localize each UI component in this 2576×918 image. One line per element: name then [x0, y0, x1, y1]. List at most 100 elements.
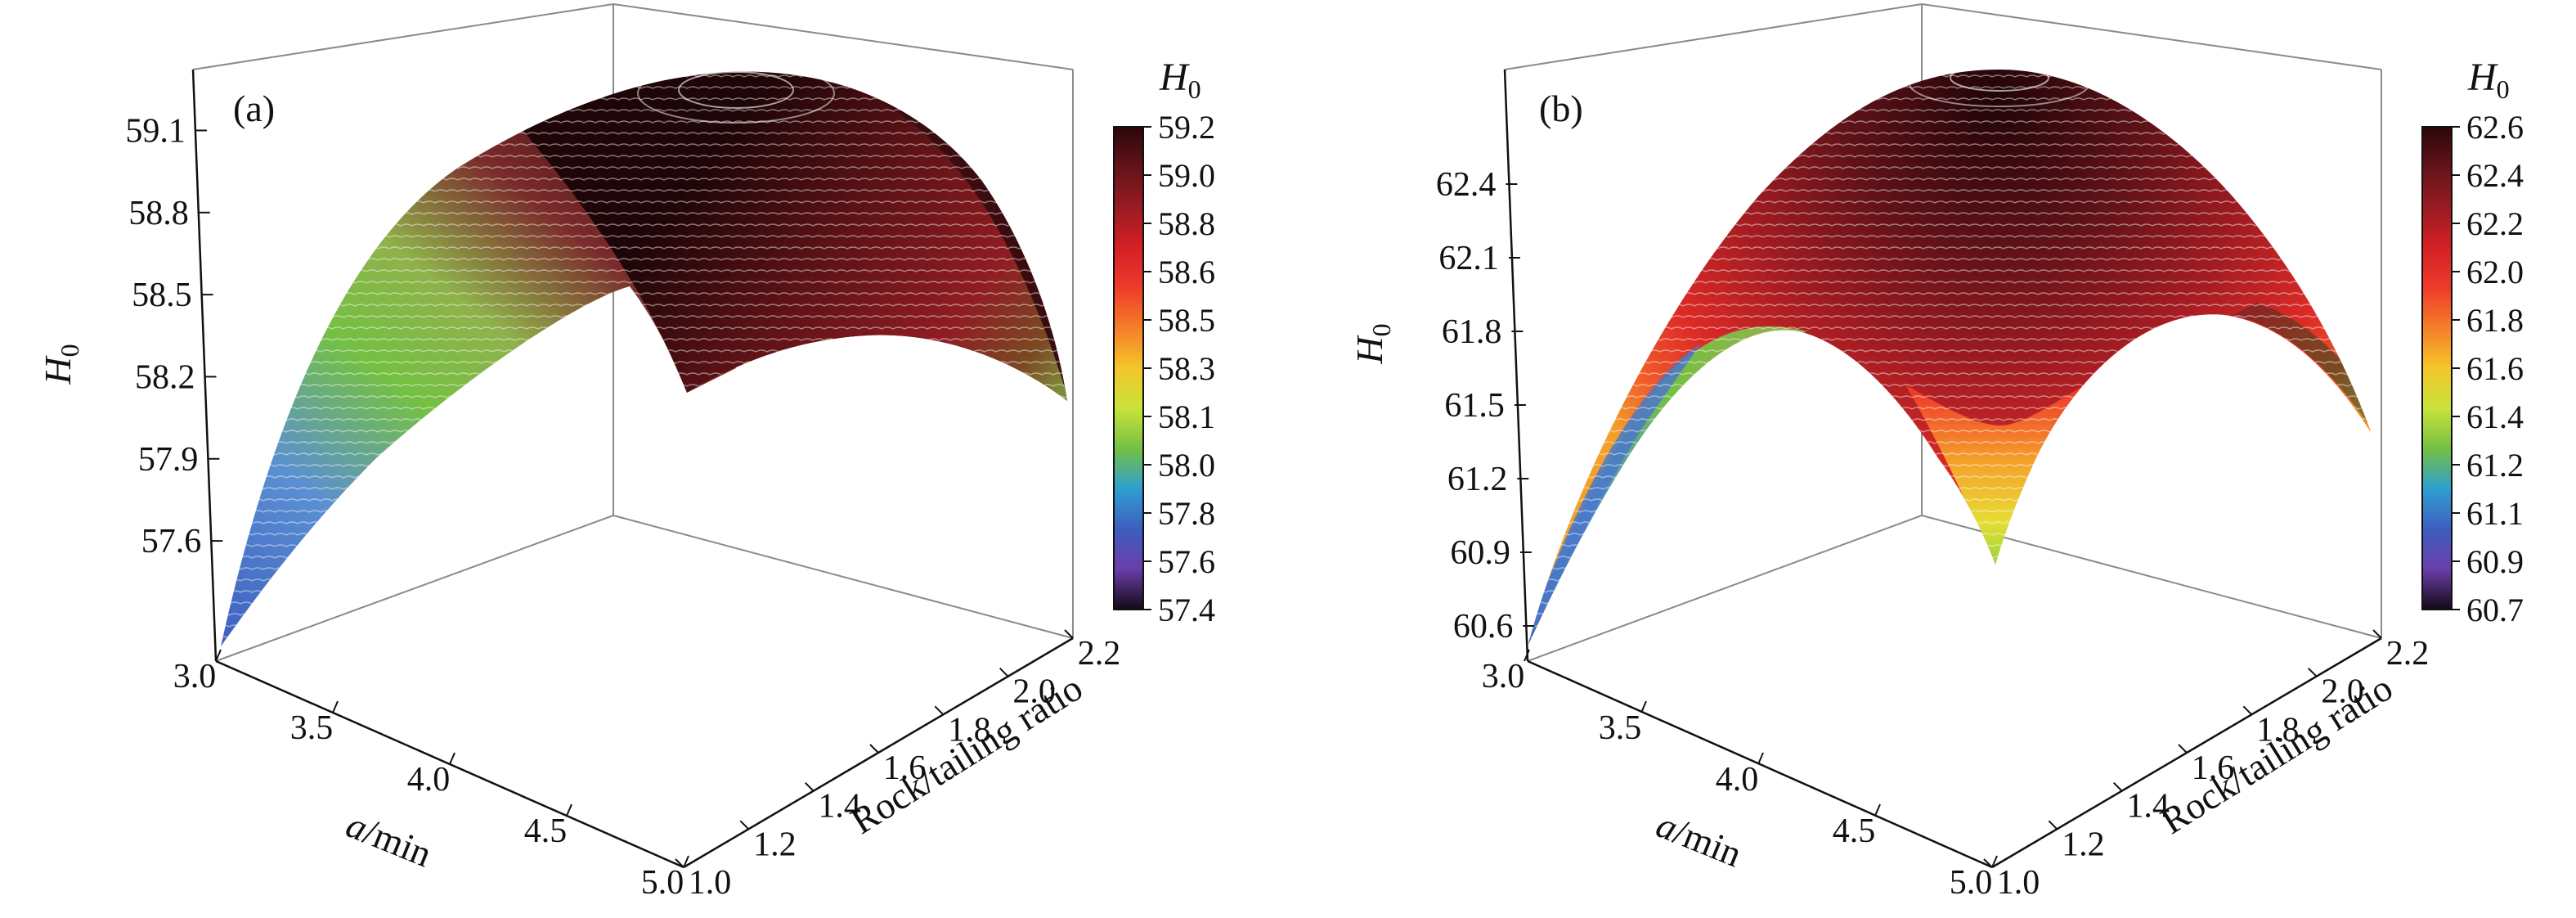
panel-b-x-ticks: 3.0 3.5 4.0 4.5 5.0	[1482, 649, 1998, 902]
z-tick-label: 57.6	[141, 523, 202, 560]
y-tick-mark	[1064, 629, 1074, 639]
y-tick-label: 1.4	[818, 788, 861, 826]
x-tick-label: 3.5	[1599, 709, 1642, 747]
x-tick-label: 3.0	[1482, 658, 1525, 695]
colorbar-tick-label: 61.2	[2466, 447, 2524, 484]
y-tick-label: 2.0	[1012, 673, 1056, 711]
x-tick-mark	[1640, 700, 1647, 713]
panel-a-colorbar-ticks: 59.2 59.0 58.8 58.6 58.5 58.3 58.1 58.0 57.8 57.6…	[1143, 109, 1215, 628]
panel-b-x-axis-label: a/min	[1650, 803, 1748, 875]
colorbar-tick-label: 58.0	[1158, 447, 1215, 484]
panel-b-y-axis-label: Rock/tailing ratio	[2153, 667, 2399, 843]
panel-b-colorbar-title: H0	[2467, 56, 2510, 104]
panel-b-surface	[1528, 70, 2372, 646]
panel-b-z-ticks: 60.6 60.9 61.2 61.5 61.8 62.1 62.4	[1436, 166, 1535, 646]
panel-a-y-ticks: 1.0 1.2 1.4 1.6 1.8 2.0 2.2	[675, 629, 1121, 902]
panel-a-z-axis-label: H0	[37, 344, 84, 385]
panel-a: 57.6 57.9 58.2 58.5 58.8 59.1 3.0 3.5 4.0 4.5 5.0…	[37, 3, 1215, 902]
z-tick-label: 61.2	[1447, 461, 1508, 498]
x-tick-mark	[683, 855, 689, 868]
panel-b-label: (b)	[1539, 88, 1583, 129]
z-tick-label: 62.1	[1438, 240, 1499, 277]
z-tick-label: 59.1	[125, 112, 186, 150]
colorbar-tick-label: 58.3	[1158, 350, 1215, 387]
panel-a-label: (a)	[233, 88, 275, 129]
panel-a-y-axis-label: Rock/tailing ratio	[843, 667, 1089, 843]
y-tick-label: 2.2	[1078, 635, 1121, 673]
y-tick-mark	[2372, 629, 2382, 639]
colorbar-tick-label: 58.1	[1158, 398, 1215, 435]
y-tick-mark	[2178, 744, 2188, 754]
panel-a-colorbar-bar	[1113, 126, 1144, 610]
z-tick-label: 57.9	[138, 441, 199, 479]
z-tick-label: 60.9	[1450, 534, 1510, 572]
colorbar-tick-label: 62.0	[2466, 254, 2524, 290]
x-tick-mark	[566, 803, 572, 817]
colorbar-tick-label: 62.4	[2466, 157, 2524, 194]
colorbar-tick-label: 62.2	[2466, 205, 2524, 242]
y-tick-label: 1.8	[2256, 711, 2300, 749]
panel-b-colorbar-bar	[2421, 126, 2453, 610]
colorbar-tick-label: 60.7	[2466, 592, 2524, 628]
x-tick-mark	[1757, 752, 1764, 765]
y-tick-mark	[2112, 781, 2123, 792]
colorbar-tick-label: 58.5	[1158, 302, 1215, 339]
colorbar-tick-label: 58.6	[1158, 254, 1215, 290]
y-tick-label: 1.6	[2192, 749, 2235, 787]
x-tick-label: 4.5	[524, 812, 568, 850]
y-tick-mark	[999, 667, 1009, 677]
y-tick-mark	[2307, 667, 2318, 677]
z-tick-label: 61.5	[1444, 387, 1505, 425]
colorbar-tick-label: 59.2	[1158, 109, 1215, 146]
y-tick-label: 1.2	[753, 826, 797, 863]
colorbar-tick-label: 61.8	[2466, 302, 2524, 339]
panel-b-colorbar: 62.6 62.4 62.2 62.0 61.8 61.6 61.4 61.2 61.1 60.9…	[2421, 56, 2524, 628]
y-tick-label: 1.0	[1997, 864, 2040, 902]
z-tick-label: 61.8	[1442, 313, 1502, 351]
panel-a-colorbar: 59.2 59.0 58.8 58.6 58.5 58.3 58.1 58.0 57.8 57.6…	[1113, 56, 1215, 628]
x-tick-label: 4.5	[1833, 812, 1876, 850]
colorbar-tick-label: 61.6	[2466, 350, 2524, 387]
colorbar-tick-label: 61.4	[2466, 398, 2524, 435]
y-tick-mark	[675, 858, 684, 868]
panel-a-z-ticks: 57.6 57.9 58.2 58.5 58.8 59.1	[125, 112, 223, 560]
panel-a-surface	[221, 71, 1067, 646]
y-tick-label: 2.0	[2321, 673, 2364, 711]
x-tick-mark	[1874, 803, 1881, 817]
y-tick-label: 1.4	[2126, 788, 2170, 826]
y-tick-mark	[869, 744, 879, 754]
y-tick-mark	[739, 820, 750, 830]
x-tick-label: 5.0	[1950, 864, 1993, 902]
panel-a-x-axis-label: a/min	[340, 803, 438, 875]
z-tick-label: 62.4	[1436, 166, 1497, 204]
x-tick-label: 4.0	[407, 761, 451, 799]
y-tick-mark	[2242, 705, 2253, 716]
colorbar-tick-label: 57.6	[1158, 543, 1215, 580]
z-tick-label: 58.8	[128, 195, 189, 232]
x-tick-mark	[1524, 649, 1530, 662]
z-tick-label: 58.5	[132, 277, 192, 314]
y-tick-label: 1.8	[948, 711, 991, 749]
y-tick-mark	[1983, 858, 1993, 868]
y-tick-mark	[934, 705, 945, 716]
colorbar-tick-label: 58.8	[1158, 205, 1215, 242]
colorbar-tick-label: 61.1	[2466, 495, 2524, 532]
x-tick-mark	[215, 649, 222, 662]
colorbar-tick-label: 60.9	[2466, 543, 2524, 580]
x-tick-label: 3.0	[173, 658, 217, 695]
x-tick-mark	[1991, 855, 1998, 868]
y-tick-label: 2.2	[2386, 635, 2430, 673]
colorbar-tick-label: 57.8	[1158, 495, 1215, 532]
panel-b-z-axis-label: H0	[1349, 323, 1396, 364]
colorbar-tick-label: 62.6	[2466, 109, 2524, 146]
colorbar-tick-label: 59.0	[1158, 157, 1215, 194]
panel-a-x-ticks: 3.0 3.5 4.0 4.5 5.0	[173, 649, 689, 902]
panel-b: 60.6 60.9 61.2 61.5 61.8 62.1 62.4 3.0 3.5 4.0 4.…	[1349, 3, 2524, 902]
z-tick-label: 58.2	[135, 358, 195, 396]
x-tick-label: 4.0	[1716, 761, 1759, 799]
panel-b-y-ticks: 1.0 1.2 1.4 1.6 1.8 2.0 2.2	[1983, 629, 2430, 902]
colorbar-tick-label: 57.4	[1158, 592, 1215, 628]
x-tick-mark	[332, 700, 339, 713]
x-tick-mark	[449, 752, 456, 765]
